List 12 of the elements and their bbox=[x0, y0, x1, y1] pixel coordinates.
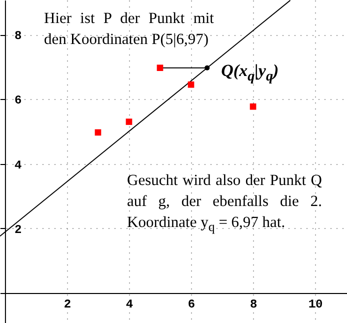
y-tick-label: 6 bbox=[14, 94, 22, 108]
y-tick-label: 2 bbox=[14, 222, 22, 237]
y-tick-label: 4 bbox=[14, 158, 22, 172]
annotation: Gesucht wird also der Punkt Q auf g, der ebenfalls die 2. Koordinate y$_{q}$ = 6,97 hat. bbox=[127, 171, 322, 236]
x-tick-label: 8 bbox=[250, 297, 258, 312]
x-tick-label: 4 bbox=[126, 297, 134, 312]
x-tick-label: 6 bbox=[188, 297, 196, 312]
x-tick-label: 10 bbox=[308, 297, 323, 312]
x-tick-label: 2 bbox=[64, 297, 72, 312]
annotation: Hier ist P der Punkt mit den Koordinaten P(5|6,97) bbox=[44, 9, 214, 50]
annotation: Q(x$_{q}$|y$_{q}$) bbox=[221, 60, 279, 86]
y-tick-label: 8 bbox=[14, 29, 22, 44]
